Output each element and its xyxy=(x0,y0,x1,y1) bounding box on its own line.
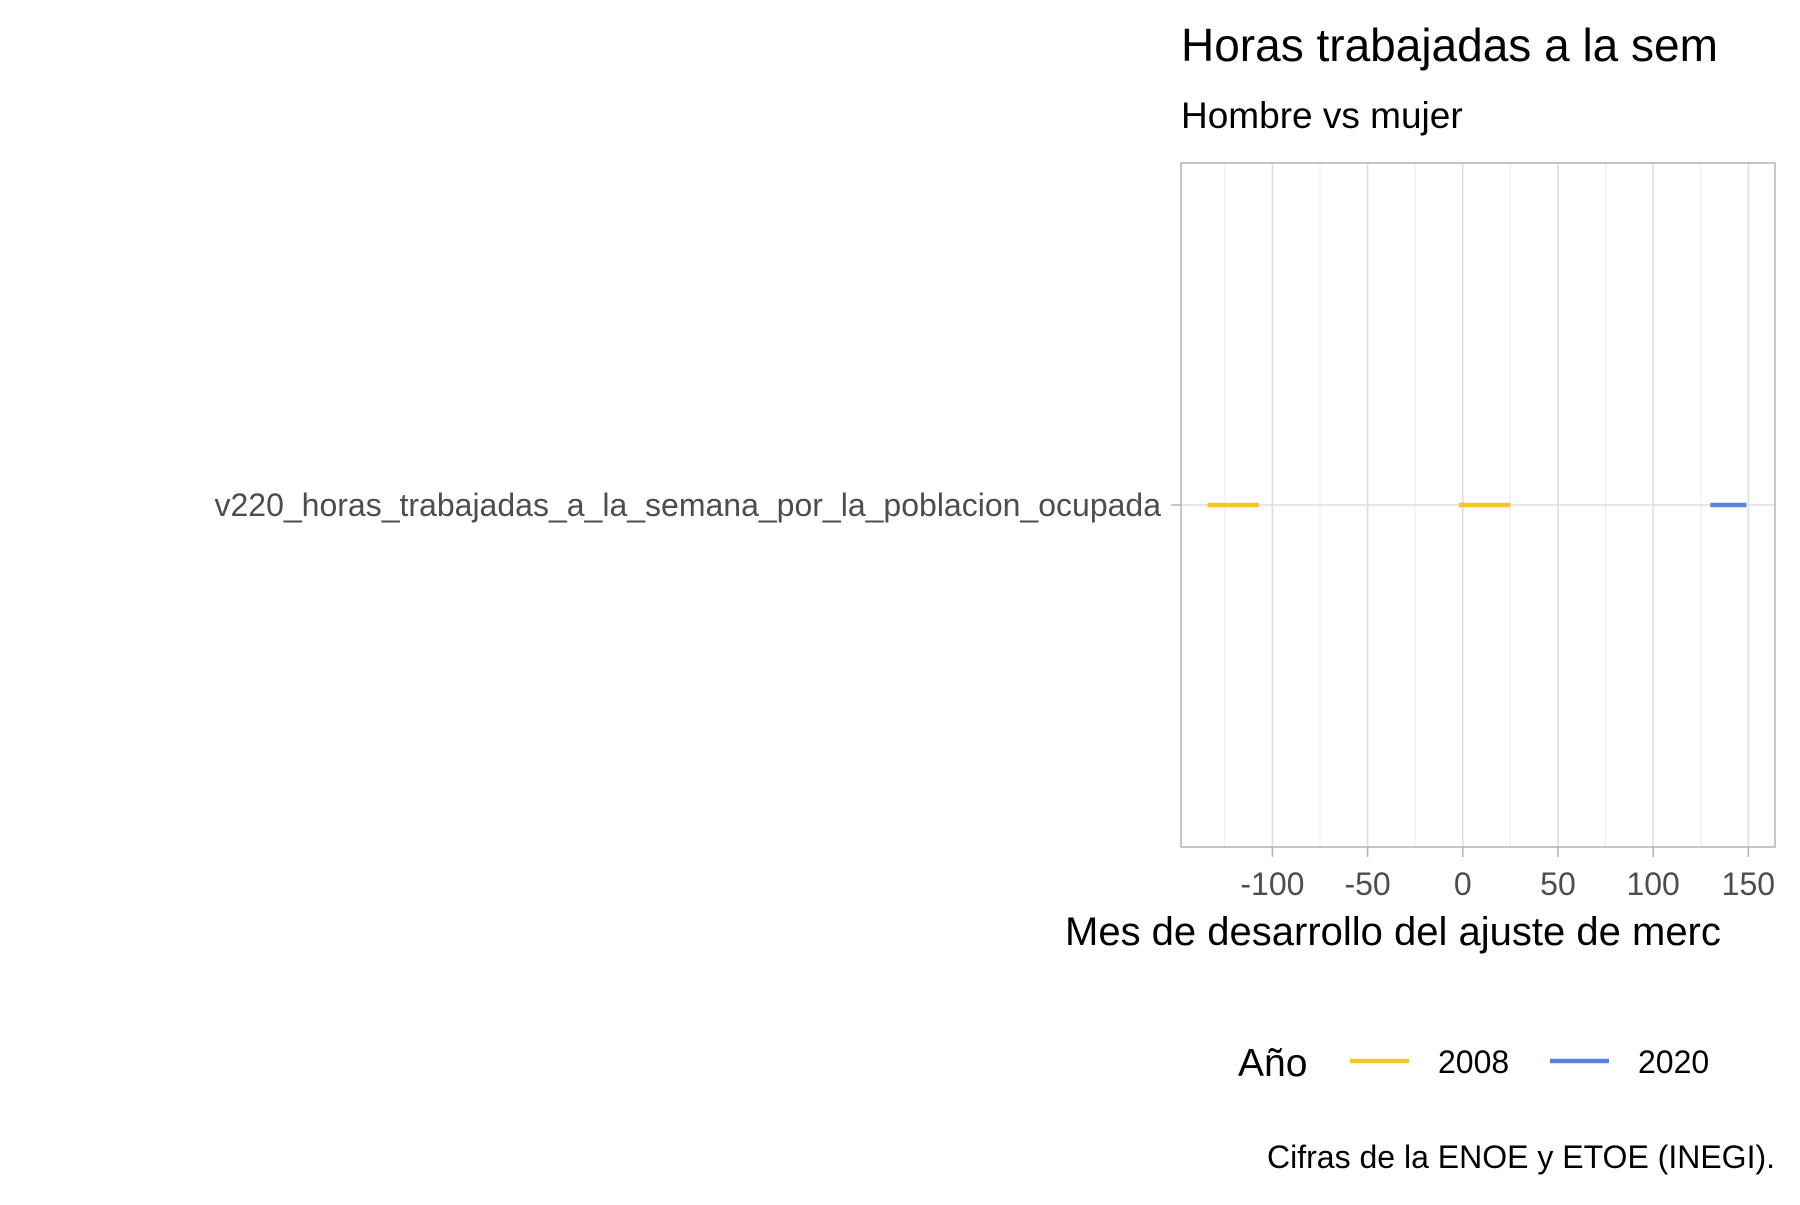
chart-title: Horas trabajadas a la sem xyxy=(1181,19,1718,71)
legend: Año 2008 2020 xyxy=(1238,1042,1709,1085)
legend-items: 2008 2020 xyxy=(1350,1044,1709,1080)
x-tick-label: 100 xyxy=(1626,866,1679,902)
x-axis-title: Mes de desarrollo del ajuste de merc xyxy=(1065,910,1721,954)
x-tick-label: 50 xyxy=(1540,866,1576,902)
chart-subtitle: Hombre vs mujer xyxy=(1181,95,1463,136)
x-tick-label: 150 xyxy=(1722,866,1775,902)
legend-label-2008: 2008 xyxy=(1438,1044,1509,1080)
x-tick-label: -50 xyxy=(1344,866,1390,902)
x-tick-label: -100 xyxy=(1240,866,1304,902)
chart-caption: Cifras de la ENOE y ETOE (INEGI). xyxy=(1267,1139,1775,1175)
y-tick-label: v220_horas_trabajadas_a_la_semana_por_la… xyxy=(214,487,1161,523)
legend-label-2020: 2020 xyxy=(1638,1044,1709,1080)
y-axis: v220_horas_trabajadas_a_la_semana_por_la… xyxy=(214,487,1181,523)
x-axis: -100 -50 0 50 100 150 xyxy=(1240,847,1775,902)
x-tick-label: 0 xyxy=(1454,866,1472,902)
legend-title: Año xyxy=(1238,1042,1307,1085)
panel-grid xyxy=(1181,163,1775,847)
